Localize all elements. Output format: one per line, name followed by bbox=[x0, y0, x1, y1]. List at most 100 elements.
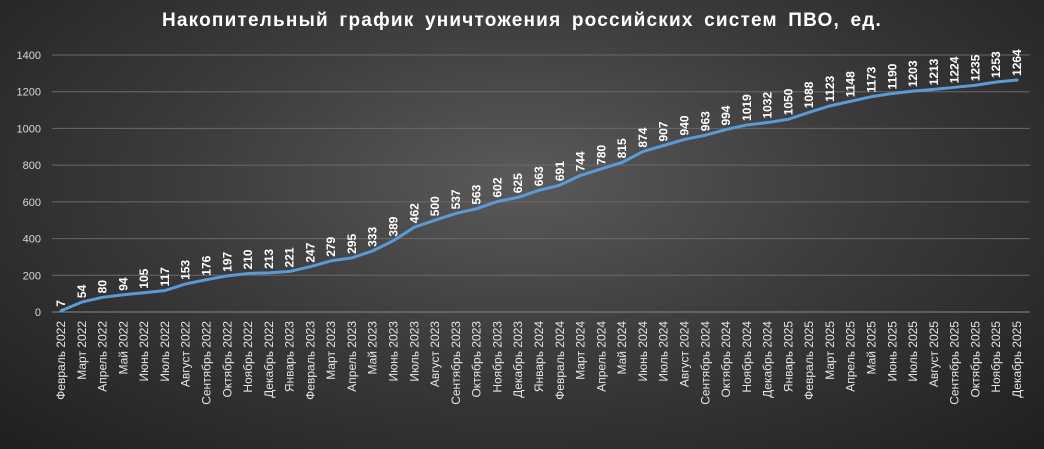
x-tick-label: Октябрь 2023 bbox=[470, 321, 484, 398]
data-label: 625 bbox=[511, 173, 525, 193]
x-tick-label: Ноябрь 2024 bbox=[740, 321, 754, 393]
y-tick-label: 800 bbox=[23, 160, 41, 172]
x-tick-label: Сентябрь 2025 bbox=[948, 321, 962, 405]
x-tick-label: Июль 2022 bbox=[158, 321, 172, 382]
x-tick-label: Май 2023 bbox=[366, 321, 380, 375]
x-tick-label: Апрель 2025 bbox=[844, 321, 858, 392]
data-label: 780 bbox=[594, 144, 608, 164]
data-label: 994 bbox=[719, 105, 733, 125]
data-point bbox=[828, 104, 832, 108]
data-point bbox=[766, 121, 769, 124]
data-point bbox=[579, 174, 582, 177]
data-label: 333 bbox=[366, 227, 380, 247]
x-tick-label: Апрель 2022 bbox=[96, 321, 110, 392]
x-tick-label: Февраль 2025 bbox=[802, 321, 816, 400]
data-point bbox=[475, 207, 478, 210]
x-tick-label: Июль 2024 bbox=[657, 321, 671, 382]
y-tick-label: 400 bbox=[23, 234, 41, 246]
x-tick-label: Июнь 2023 bbox=[387, 321, 401, 382]
data-label: 1264 bbox=[1010, 49, 1024, 76]
data-label: 663 bbox=[532, 166, 546, 186]
data-label: 247 bbox=[303, 242, 317, 262]
y-tick-label: 600 bbox=[23, 197, 41, 209]
data-label: 7 bbox=[54, 300, 68, 307]
data-point bbox=[163, 289, 167, 292]
x-tick-label: Февраль 2023 bbox=[303, 321, 317, 400]
data-label: 213 bbox=[262, 249, 276, 269]
data-label: 54 bbox=[75, 284, 89, 298]
x-tick-label: Август 2024 bbox=[677, 321, 691, 387]
data-point bbox=[620, 161, 624, 164]
data-point bbox=[558, 183, 561, 187]
data-point bbox=[641, 150, 645, 153]
data-label: 221 bbox=[283, 247, 297, 267]
data-point bbox=[745, 123, 749, 127]
x-tick-label: Октябрь 2022 bbox=[220, 321, 234, 398]
x-tick-label: Апрель 2023 bbox=[345, 321, 359, 392]
data-label: 500 bbox=[428, 196, 442, 216]
data-label: 1032 bbox=[761, 92, 775, 119]
x-tick-label: Март 2024 bbox=[574, 321, 588, 380]
data-point bbox=[267, 271, 271, 275]
x-tick-label: Июль 2023 bbox=[407, 321, 421, 382]
x-tick-label: Ноябрь 2025 bbox=[989, 321, 1003, 393]
x-tick-label: Январь 2025 bbox=[781, 321, 795, 392]
data-label: 176 bbox=[199, 255, 213, 275]
x-tick-label: Август 2025 bbox=[927, 321, 941, 387]
x-tick-label: Август 2022 bbox=[179, 321, 193, 387]
data-label: 907 bbox=[657, 121, 671, 141]
data-point bbox=[600, 167, 603, 171]
x-tick-label: Ноябрь 2023 bbox=[490, 321, 504, 393]
data-label: 295 bbox=[345, 233, 359, 253]
data-label: 874 bbox=[636, 127, 650, 147]
data-point bbox=[246, 272, 250, 275]
data-label: 563 bbox=[470, 184, 484, 204]
data-point bbox=[1015, 78, 1019, 82]
x-tick-label: Декабрь 2024 bbox=[761, 321, 775, 398]
y-tick-label: 1200 bbox=[17, 87, 41, 99]
data-point bbox=[849, 100, 852, 103]
data-label: 940 bbox=[677, 115, 691, 135]
data-label: 602 bbox=[490, 177, 504, 197]
x-tick-label: Март 2025 bbox=[823, 321, 837, 380]
x-tick-label: Август 2023 bbox=[428, 321, 442, 387]
data-point bbox=[891, 92, 894, 95]
data-label: 279 bbox=[324, 236, 338, 256]
data-point bbox=[226, 274, 229, 278]
data-point bbox=[683, 138, 686, 141]
data-point bbox=[537, 189, 541, 192]
x-tick-label: Март 2023 bbox=[324, 321, 338, 380]
y-tick-label: 1000 bbox=[17, 123, 41, 135]
data-point bbox=[932, 88, 936, 91]
data-point bbox=[787, 118, 790, 121]
x-tick-label: Декабрь 2022 bbox=[262, 321, 276, 398]
data-point bbox=[59, 309, 63, 312]
x-tick-label: Июнь 2022 bbox=[137, 321, 151, 382]
data-point bbox=[454, 212, 458, 215]
x-tick-label: Февраль 2022 bbox=[54, 321, 68, 400]
data-point bbox=[122, 293, 125, 296]
data-point bbox=[724, 128, 728, 131]
x-tick-label: Июнь 2025 bbox=[885, 321, 899, 382]
data-label: 1050 bbox=[781, 88, 795, 115]
data-label: 105 bbox=[137, 268, 151, 288]
data-label: 197 bbox=[220, 251, 234, 271]
x-tick-label: Май 2022 bbox=[116, 321, 130, 375]
x-tick-label: Декабрь 2023 bbox=[511, 321, 525, 398]
data-label: 1123 bbox=[823, 75, 837, 101]
data-point bbox=[704, 134, 707, 137]
data-point bbox=[974, 84, 977, 87]
y-tick-label: 1400 bbox=[17, 50, 41, 62]
data-label: 1173 bbox=[865, 66, 879, 92]
data-label: 1235 bbox=[968, 54, 982, 81]
data-label: 117 bbox=[158, 267, 172, 287]
data-point bbox=[205, 278, 208, 281]
data-label: 815 bbox=[615, 138, 629, 158]
data-point bbox=[329, 259, 333, 262]
data-point bbox=[142, 291, 146, 294]
x-tick-label: Ноябрь 2022 bbox=[241, 321, 255, 393]
data-label: 1213 bbox=[927, 58, 941, 85]
data-point bbox=[662, 144, 665, 147]
data-label: 1224 bbox=[948, 56, 962, 83]
